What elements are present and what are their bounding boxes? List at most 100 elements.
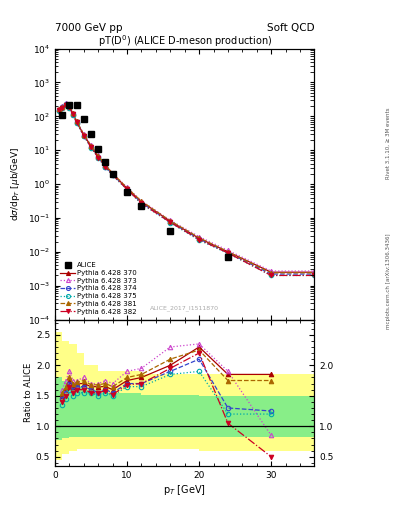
Pythia 6.428 375 [226, 250, 230, 257]
Y-axis label: Ratio to ALICE: Ratio to ALICE [24, 363, 33, 422]
Pythia 6.428 374 [125, 186, 129, 192]
ALICE [96, 146, 101, 152]
Pythia 6.428 382 [81, 133, 86, 139]
Pythia 6.428 373 [110, 170, 115, 176]
ALICE [125, 188, 129, 195]
Pythia 6.428 381 [96, 153, 101, 159]
ALICE [110, 171, 115, 177]
Pythia 6.428 375 [312, 272, 317, 279]
ALICE [168, 228, 173, 234]
Pythia 6.428 381 [56, 106, 61, 112]
Pythia 6.428 381 [81, 132, 86, 138]
Pythia 6.428 373 [168, 217, 173, 223]
Pythia 6.428 374 [64, 101, 68, 108]
Pythia 6.428 375 [89, 144, 94, 151]
Pythia 6.428 373 [81, 131, 86, 137]
Pythia 6.428 370 [89, 143, 94, 150]
Pythia 6.428 382 [67, 104, 72, 111]
Pythia 6.428 373 [125, 184, 129, 190]
Pythia 6.428 375 [269, 272, 274, 279]
Y-axis label: d$\sigma$/dp$_{T}$ [$\mu$b/GeV]: d$\sigma$/dp$_{T}$ [$\mu$b/GeV] [9, 147, 22, 221]
ALICE [89, 131, 94, 137]
Pythia 6.428 382 [125, 186, 129, 193]
Text: ALICE_2017_I1511870: ALICE_2017_I1511870 [150, 306, 219, 311]
Pythia 6.428 370 [96, 154, 101, 160]
Pythia 6.428 370 [67, 103, 72, 110]
Pythia 6.428 374 [81, 133, 86, 139]
Pythia 6.428 370 [103, 163, 108, 169]
Pythia 6.428 381 [71, 111, 75, 117]
Pythia 6.428 374 [60, 104, 64, 111]
Pythia 6.428 375 [110, 173, 115, 179]
Pythia 6.428 382 [56, 108, 61, 114]
ALICE [226, 254, 230, 260]
Pythia 6.428 373 [56, 105, 61, 112]
Pythia 6.428 373 [67, 103, 72, 109]
Line: Pythia 6.428 370: Pythia 6.428 370 [57, 102, 317, 274]
Pythia 6.428 370 [197, 235, 202, 241]
Pythia 6.428 381 [74, 118, 79, 124]
Pythia 6.428 375 [81, 133, 86, 139]
Pythia 6.428 381 [125, 185, 129, 191]
Pythia 6.428 381 [168, 218, 173, 224]
Legend: ALICE, Pythia 6.428 370, Pythia 6.428 373, Pythia 6.428 374, Pythia 6.428 375, P: ALICE, Pythia 6.428 370, Pythia 6.428 37… [58, 260, 139, 317]
ALICE [60, 112, 64, 118]
Line: Pythia 6.428 374: Pythia 6.428 374 [57, 102, 317, 276]
ALICE [139, 203, 144, 209]
Line: Pythia 6.428 373: Pythia 6.428 373 [57, 101, 317, 273]
Pythia 6.428 381 [269, 270, 274, 276]
Pythia 6.428 382 [103, 164, 108, 170]
Pythia 6.428 375 [56, 108, 61, 114]
Pythia 6.428 374 [110, 172, 115, 178]
Pythia 6.428 375 [67, 104, 72, 111]
ALICE [67, 102, 72, 108]
Line: Pythia 6.428 375: Pythia 6.428 375 [57, 103, 317, 278]
Pythia 6.428 381 [226, 249, 230, 255]
Pythia 6.428 375 [125, 187, 129, 193]
Line: ALICE: ALICE [59, 102, 231, 260]
Pythia 6.428 373 [96, 153, 101, 159]
Pythia 6.428 370 [64, 101, 68, 107]
Pythia 6.428 370 [226, 249, 230, 255]
Pythia 6.428 382 [312, 272, 317, 279]
Pythia 6.428 382 [139, 200, 144, 206]
ALICE [81, 116, 86, 122]
ALICE [74, 102, 79, 108]
Pythia 6.428 374 [74, 119, 79, 125]
Pythia 6.428 375 [168, 220, 173, 226]
Pythia 6.428 370 [56, 106, 61, 113]
Pythia 6.428 370 [125, 185, 129, 191]
Pythia 6.428 382 [110, 172, 115, 178]
Pythia 6.428 381 [64, 101, 68, 107]
Pythia 6.428 374 [226, 249, 230, 255]
Pythia 6.428 375 [103, 164, 108, 170]
Pythia 6.428 370 [74, 119, 79, 125]
Pythia 6.428 374 [139, 200, 144, 206]
Pythia 6.428 373 [64, 100, 68, 106]
Pythia 6.428 373 [89, 142, 94, 148]
Pythia 6.428 381 [103, 162, 108, 168]
ALICE [103, 159, 108, 165]
Pythia 6.428 373 [197, 233, 202, 240]
Pythia 6.428 382 [226, 250, 230, 256]
Pythia 6.428 370 [269, 269, 274, 275]
Pythia 6.428 375 [197, 237, 202, 243]
Pythia 6.428 382 [60, 104, 64, 111]
Pythia 6.428 373 [312, 268, 317, 274]
Pythia 6.428 374 [197, 236, 202, 242]
X-axis label: p$_{T}$ [GeV]: p$_{T}$ [GeV] [163, 482, 206, 497]
Pythia 6.428 374 [96, 154, 101, 160]
Pythia 6.428 374 [312, 271, 317, 277]
Pythia 6.428 382 [74, 119, 79, 125]
Pythia 6.428 382 [96, 155, 101, 161]
Pythia 6.428 375 [139, 201, 144, 207]
Pythia 6.428 370 [139, 199, 144, 205]
Pythia 6.428 381 [197, 234, 202, 241]
Pythia 6.428 370 [81, 132, 86, 138]
Pythia 6.428 373 [71, 110, 75, 116]
Pythia 6.428 375 [96, 155, 101, 161]
Pythia 6.428 370 [60, 104, 64, 110]
Pythia 6.428 374 [103, 163, 108, 169]
Pythia 6.428 382 [197, 237, 202, 243]
Pythia 6.428 370 [71, 111, 75, 117]
